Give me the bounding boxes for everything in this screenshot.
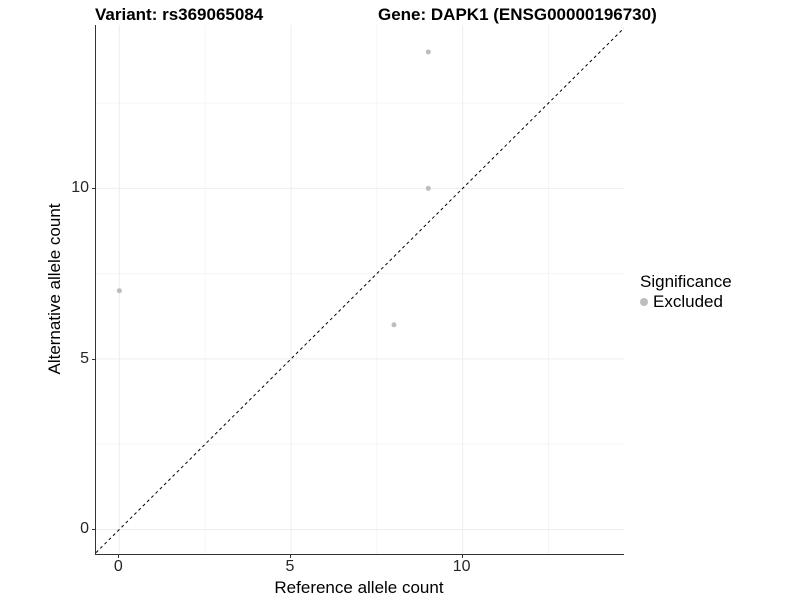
y-tick-mark	[92, 188, 95, 190]
legend-entry-label: Excluded	[653, 292, 723, 311]
data-point	[425, 185, 431, 191]
x-tick-label: 10	[452, 558, 471, 575]
legend-entry-excluded: Excluded	[640, 292, 732, 312]
data-point	[391, 322, 397, 328]
legend-point-icon	[640, 298, 648, 306]
plot-title-variant: Variant: rs369065084	[95, 5, 264, 24]
x-tick-label: 5	[285, 558, 295, 575]
x-axis-title: Reference allele count	[274, 578, 444, 597]
plot-title-gene: Gene: DAPK1 (ENSG00000196730)	[378, 5, 657, 24]
y-tick-label: 0	[80, 520, 89, 538]
data-point	[116, 288, 122, 294]
y-tick-label: 5	[80, 349, 89, 367]
x-tick-mark	[289, 555, 291, 558]
y-axis-title-text: Alternative allele count	[45, 203, 64, 375]
chart-canvas	[96, 25, 624, 554]
legend: Significance Excluded	[640, 271, 732, 312]
y-tick-mark	[92, 358, 95, 360]
y-tick-label: 10	[71, 179, 89, 197]
legend-title: Significance	[640, 272, 732, 291]
y-tick-mark	[92, 529, 95, 531]
identity-dashed-line	[96, 27, 624, 553]
x-tick-label: 0	[113, 558, 123, 575]
x-tick-mark	[461, 555, 463, 558]
plot-panel	[95, 25, 624, 555]
x-tick-mark	[118, 555, 120, 558]
data-point	[425, 49, 431, 55]
